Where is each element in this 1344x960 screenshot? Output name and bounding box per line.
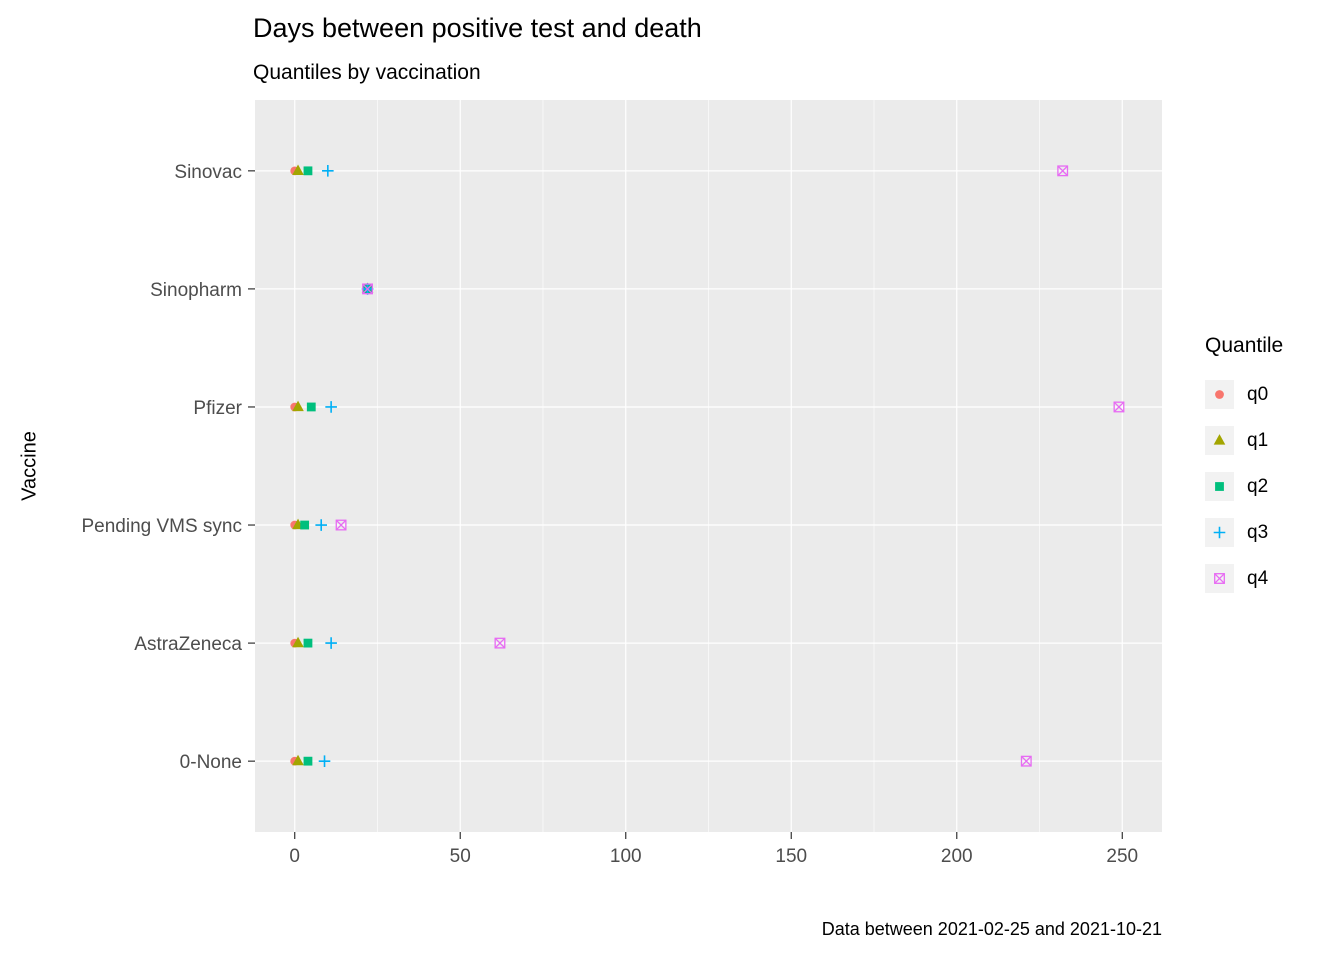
data-point <box>325 401 337 413</box>
data-point <box>303 166 313 176</box>
data-point <box>1113 401 1125 413</box>
legend: Quantile q0 q1 q2 q3 q4 <box>1205 334 1340 610</box>
y-axis-label: Vaccine <box>18 431 41 501</box>
data-point <box>1021 755 1032 767</box>
data-point <box>494 637 506 649</box>
data-point <box>318 755 331 767</box>
data-point <box>1113 401 1125 413</box>
legend-key-box-x-icon <box>1205 564 1234 593</box>
data-point <box>1213 526 1226 539</box>
data-point <box>362 283 373 295</box>
legend-items: q0 q1 q2 q3 q4 <box>1205 380 1340 593</box>
legend-item-q3: q3 <box>1205 518 1340 547</box>
data-point <box>1214 573 1225 584</box>
legend-key-circle-icon <box>1205 380 1234 409</box>
data-point <box>303 756 313 766</box>
y-tick-label: Sinopharm <box>150 280 242 301</box>
data-point <box>306 402 316 412</box>
chart-caption: Data between 2021-02-25 and 2021-10-21 <box>821 919 1162 939</box>
x-tick-label: 0 <box>289 846 300 867</box>
legend-item-q1: q1 <box>1205 426 1340 455</box>
legend-label: q3 <box>1247 521 1269 543</box>
data-point <box>300 520 310 530</box>
chart-title: Days between positive test and death <box>253 13 702 43</box>
legend-label: q0 <box>1247 383 1269 405</box>
data-point <box>315 519 328 531</box>
data-point <box>292 754 304 766</box>
legend-key-plus-icon <box>1205 518 1234 547</box>
x-tick-label: 50 <box>450 846 471 867</box>
data-point <box>325 637 337 649</box>
data-point <box>362 283 373 295</box>
data-point <box>1057 165 1069 177</box>
x-tick-label: 100 <box>610 846 642 867</box>
data-point <box>322 165 334 177</box>
data-point <box>1214 573 1225 584</box>
y-tick-label: Pending VMS sync <box>81 516 242 537</box>
y-tick-label: 0-None <box>180 752 242 773</box>
data-point <box>1215 482 1224 491</box>
data-point <box>292 400 304 412</box>
legend-item-q2: q2 <box>1205 472 1340 501</box>
data-point <box>335 519 347 531</box>
x-tick-label: 200 <box>941 846 973 867</box>
legend-title: Quantile <box>1205 334 1284 357</box>
x-tick-label: 150 <box>775 846 807 867</box>
legend-label: q4 <box>1247 567 1269 589</box>
data-point <box>1057 165 1068 177</box>
legend-key-triangle-icon <box>1205 426 1234 455</box>
legend-item-q4: q4 <box>1205 564 1340 593</box>
data-point <box>1213 434 1226 445</box>
y-tick-label: Sinovac <box>174 162 242 183</box>
data-point <box>292 636 304 648</box>
legend-label: q2 <box>1247 475 1269 497</box>
legend-label: q1 <box>1247 429 1269 451</box>
y-tick-label: AstraZeneca <box>134 634 242 655</box>
y-tick-label: Pfizer <box>193 398 242 419</box>
data-point <box>1215 390 1224 399</box>
data-point <box>303 638 313 648</box>
x-tick-label: 250 <box>1106 846 1138 867</box>
legend-key-square-icon <box>1205 472 1234 501</box>
data-point <box>494 637 506 649</box>
chart-subtitle: Quantiles by vaccination <box>253 61 481 84</box>
data-point <box>292 164 304 175</box>
data-point <box>1020 755 1032 767</box>
data-point <box>335 519 347 531</box>
legend-item-q0: q0 <box>1205 380 1340 409</box>
